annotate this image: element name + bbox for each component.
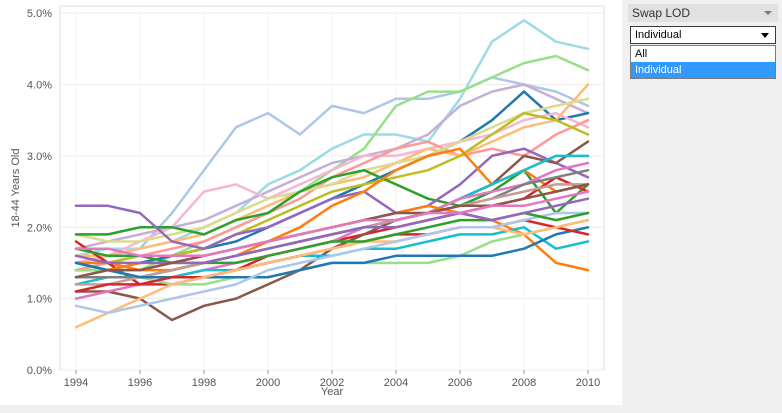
series-line-30[interactable] [74, 190, 590, 258]
chevron-down-icon[interactable] [764, 11, 772, 15]
x-tick-label: 2004 [384, 377, 408, 389]
series-line-4[interactable] [74, 83, 590, 250]
x-tick-label: 2000 [256, 377, 280, 389]
series-line-26[interactable] [74, 211, 590, 315]
x-tick-label: 2010 [576, 377, 600, 389]
x-tick-label: 1998 [192, 377, 216, 389]
series-line-25[interactable] [74, 218, 590, 329]
select-value: Individual [635, 29, 682, 41]
y-tick-label: 5.0% [27, 8, 52, 20]
dropdown-arrow-icon[interactable] [761, 33, 769, 38]
y-tick-label: 1.0% [27, 294, 52, 306]
x-tick-label: 1996 [128, 377, 152, 389]
x-tick-label: 2002 [320, 377, 344, 389]
series-line-9[interactable] [74, 97, 590, 243]
series-line-11[interactable] [74, 168, 590, 236]
option-all[interactable]: All [635, 48, 648, 60]
bottom-strip [0, 405, 622, 413]
series-line-23[interactable] [74, 226, 590, 279]
options-list: All Individual [630, 45, 776, 79]
lod-filter-panel: Swap LOD Individual All Individual [622, 0, 782, 413]
panel-header[interactable]: Swap LOD [628, 4, 778, 22]
option-individual[interactable]: Individual [631, 62, 775, 78]
y-tick-label: 2.0% [27, 222, 52, 234]
y-tick-label: 4.0% [27, 80, 52, 92]
y-axis-title: 18-44 Years Old [10, 149, 22, 228]
series-layer [74, 19, 590, 329]
x-tick-label: 2006 [448, 377, 472, 389]
panel-title: Swap LOD [632, 6, 691, 20]
lod-select[interactable]: Individual [630, 26, 776, 44]
series-line-12[interactable] [74, 147, 590, 250]
series-line-1[interactable] [74, 76, 590, 265]
y-tick-label: 0.0% [27, 365, 52, 377]
axis-layer: 0.0% 1.0% 2.0% 3.0% 4.0% 5.0% 1994 1996 1998 2000… [10, 8, 600, 398]
x-tick-label: 2008 [512, 377, 536, 389]
series-line-28[interactable] [74, 197, 590, 265]
chart-area: 0.0% 1.0% 2.0% 3.0% 4.0% 5.0% 1994 1996 1998 2000… [10, 5, 605, 398]
line-chart: 0.0% 1.0% 2.0% 3.0% 4.0% 5.0% 1994 1996 1998 2000… [10, 5, 605, 398]
y-tick-label: 3.0% [27, 151, 52, 163]
x-tick-label: 1994 [64, 377, 88, 389]
grid-layer [59, 5, 605, 371]
x-axis-title: Year [321, 386, 344, 398]
